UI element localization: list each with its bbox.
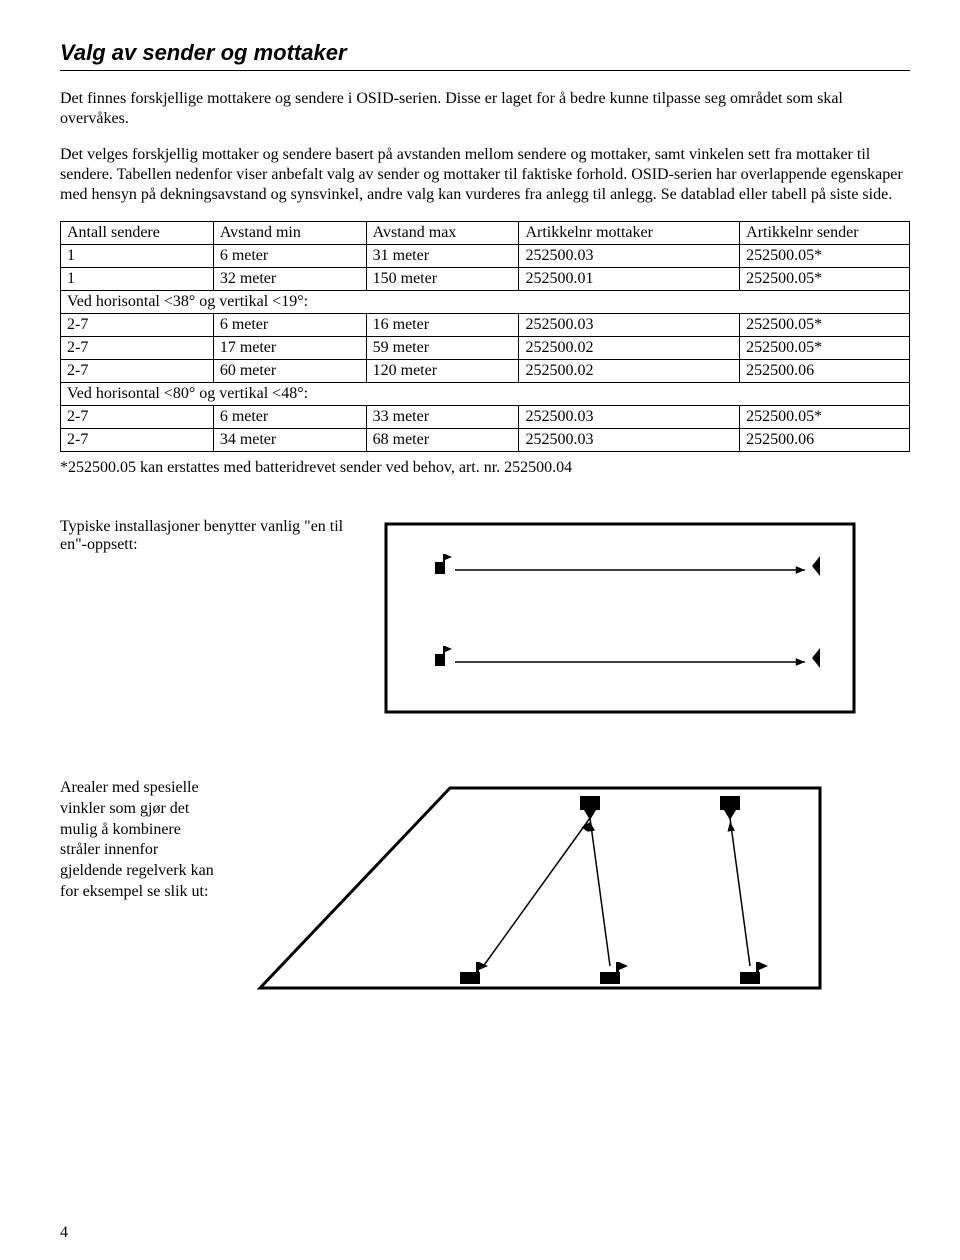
table-header-cell: Antall sendere — [61, 222, 214, 245]
table-cell: 252500.02 — [519, 360, 740, 383]
table-cell: 2-7 — [61, 429, 214, 452]
table-cell: 32 meter — [213, 268, 366, 291]
table-cell: 252500.06 — [740, 429, 910, 452]
table-header-row: Antall sendereAvstand minAvstand maxArti… — [61, 222, 910, 245]
table-footnote: *252500.05 kan erstattes med batteridrev… — [60, 458, 910, 478]
table-cell: 252500.03 — [519, 429, 740, 452]
table-cell: 2-7 — [61, 406, 214, 429]
table-row: Ved horisontal <80° og vertikal <48°: — [61, 383, 910, 406]
table-cell: 31 meter — [366, 245, 519, 268]
table-header-cell: Artikkelnr sender — [740, 222, 910, 245]
intro-paragraph-1: Det finnes forskjellige mottakere og sen… — [60, 89, 910, 129]
page-title: Valg av sender og mottaker — [60, 40, 910, 66]
table-row: 2-717 meter59 meter252500.02252500.05* — [61, 337, 910, 360]
table-cell: 1 — [61, 268, 214, 291]
table-cell: 252500.05* — [740, 337, 910, 360]
table-span-cell: Ved horisontal <38° og vertikal <19°: — [61, 291, 910, 314]
table-cell: 1 — [61, 245, 214, 268]
table-cell: 150 meter — [366, 268, 519, 291]
intro-paragraph-2: Det velges forskjellig mottaker og sende… — [60, 145, 910, 205]
table-cell: 252500.03 — [519, 245, 740, 268]
table-cell: 252500.05* — [740, 268, 910, 291]
table-row: 2-760 meter120 meter252500.02252500.06 — [61, 360, 910, 383]
table-cell: 252500.06 — [740, 360, 910, 383]
table-cell: 252500.05* — [740, 406, 910, 429]
title-rule — [60, 70, 910, 71]
table-row: 2-76 meter16 meter252500.03252500.05* — [61, 314, 910, 337]
table-cell: 252500.05* — [740, 245, 910, 268]
table-cell: 2-7 — [61, 314, 214, 337]
table-cell: 68 meter — [366, 429, 519, 452]
table-row: 2-76 meter33 meter252500.03252500.05* — [61, 406, 910, 429]
table-cell: 6 meter — [213, 314, 366, 337]
table-row: Ved horisontal <38° og vertikal <19°: — [61, 291, 910, 314]
table-span-cell: Ved horisontal <80° og vertikal <48°: — [61, 383, 910, 406]
figure-2-row: Arealer med spesielle vinkler som gjør d… — [60, 778, 910, 1018]
table-cell: 6 meter — [213, 406, 366, 429]
figure-1-diagram — [380, 518, 860, 718]
table-body: 16 meter31 meter252500.03252500.05*132 m… — [61, 245, 910, 452]
figure-2-caption: Arealer med spesielle vinkler som gjør d… — [60, 778, 220, 903]
product-table: Antall sendereAvstand minAvstand maxArti… — [60, 221, 910, 452]
table-cell: 60 meter — [213, 360, 366, 383]
table-cell: 33 meter — [366, 406, 519, 429]
figure-2-diagram — [240, 778, 840, 1018]
table-cell: 252500.05* — [740, 314, 910, 337]
table-row: 2-734 meter68 meter252500.03252500.06 — [61, 429, 910, 452]
table-cell: 252500.03 — [519, 406, 740, 429]
table-cell: 2-7 — [61, 360, 214, 383]
table-cell: 252500.01 — [519, 268, 740, 291]
table-cell: 34 meter — [213, 429, 366, 452]
table-header-cell: Avstand min — [213, 222, 366, 245]
table-row: 132 meter150 meter252500.01252500.05* — [61, 268, 910, 291]
table-cell: 252500.03 — [519, 314, 740, 337]
table-cell: 120 meter — [366, 360, 519, 383]
figure-1-row: Typiske installasjoner benytter vanlig "… — [60, 518, 910, 718]
table-header-cell: Artikkelnr mottaker — [519, 222, 740, 245]
table-cell: 16 meter — [366, 314, 519, 337]
figure-1-caption: Typiske installasjoner benytter vanlig "… — [60, 518, 360, 554]
table-cell: 252500.02 — [519, 337, 740, 360]
page-number: 4 — [60, 1224, 68, 1242]
table-cell: 17 meter — [213, 337, 366, 360]
table-cell: 59 meter — [366, 337, 519, 360]
table-header-cell: Avstand max — [366, 222, 519, 245]
table-cell: 6 meter — [213, 245, 366, 268]
table-cell: 2-7 — [61, 337, 214, 360]
table-row: 16 meter31 meter252500.03252500.05* — [61, 245, 910, 268]
